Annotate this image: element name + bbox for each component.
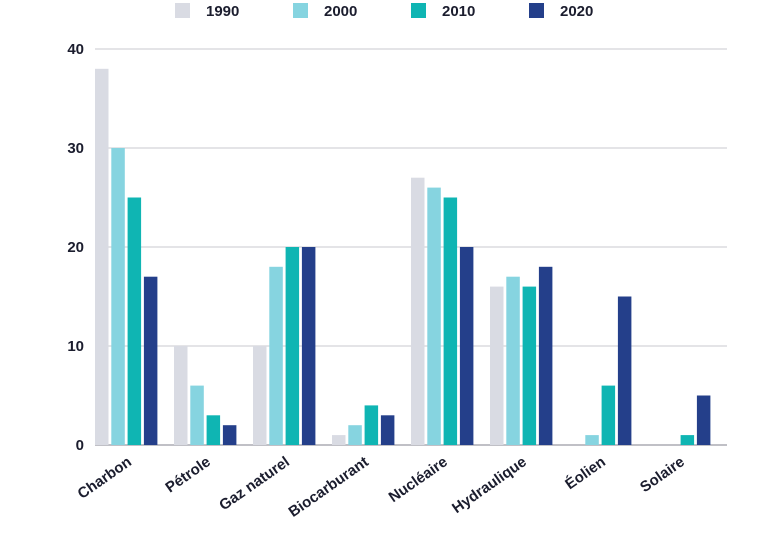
bar-2020-2 — [301, 247, 316, 445]
bar-2010-1 — [206, 415, 221, 445]
bar-2000-3 — [348, 425, 362, 445]
bar-1990-1 — [174, 346, 188, 445]
bar-2020-7 — [696, 395, 711, 445]
bar-1990-5 — [490, 286, 504, 445]
bar-2010-0 — [127, 197, 142, 445]
bar-1990-3 — [332, 435, 346, 445]
x-tick-label: Solaire — [637, 453, 688, 496]
x-tick-label: Biocarburant — [286, 453, 372, 520]
legend-swatch-2000 — [293, 3, 308, 18]
bar-1990-0 — [95, 68, 109, 446]
legend-label: 2010 — [442, 3, 475, 20]
x-tick-label: Nucléaire — [386, 453, 451, 506]
bar-2010-2 — [285, 247, 300, 445]
bar-2010-5 — [522, 286, 537, 445]
bar-2010-7 — [680, 435, 695, 445]
x-tick-label: Hydraulique — [449, 453, 530, 517]
y-tick-label: 20 — [67, 239, 84, 256]
bar-1990-4 — [411, 177, 425, 445]
x-tick-label: Pétrole — [162, 453, 213, 496]
bars — [95, 68, 711, 446]
bar-2000-4 — [427, 187, 441, 445]
bar-1990-2 — [253, 346, 267, 445]
bar-2000-1 — [190, 385, 204, 445]
y-tick-label: 30 — [67, 140, 84, 157]
bar-2020-1 — [222, 425, 237, 445]
legend-label: 2020 — [560, 3, 593, 20]
y-axis: 0 10 20 30 40 — [67, 41, 84, 454]
bar-2010-3 — [364, 405, 379, 445]
bar-2020-5 — [538, 266, 553, 445]
bar-2020-0 — [143, 276, 158, 445]
bar-2000-0 — [111, 148, 125, 445]
bar-2000-5 — [506, 276, 520, 445]
bar-2000-6 — [585, 435, 599, 445]
legend-label: 1990 — [206, 3, 239, 20]
x-tick-label: Charbon — [75, 453, 135, 502]
bar-2020-3 — [380, 415, 395, 445]
legend: 1990 2000 2010 2020 — [175, 3, 593, 20]
bar-2020-6 — [617, 296, 632, 445]
y-tick-label: 40 — [67, 41, 84, 58]
y-tick-label: 0 — [76, 437, 84, 454]
legend-swatch-2010 — [411, 3, 426, 18]
x-tick-label: Gaz naturel — [216, 453, 293, 514]
legend-label: 2000 — [324, 3, 357, 20]
bar-2020-4 — [459, 247, 474, 445]
x-tick-label: Éolien — [562, 453, 609, 493]
y-tick-label: 10 — [67, 338, 84, 355]
legend-swatch-2020 — [529, 3, 544, 18]
bar-2010-6 — [601, 385, 616, 445]
bar-2010-4 — [443, 197, 458, 445]
bar-2000-2 — [269, 266, 283, 445]
legend-swatch-1990 — [175, 3, 190, 18]
